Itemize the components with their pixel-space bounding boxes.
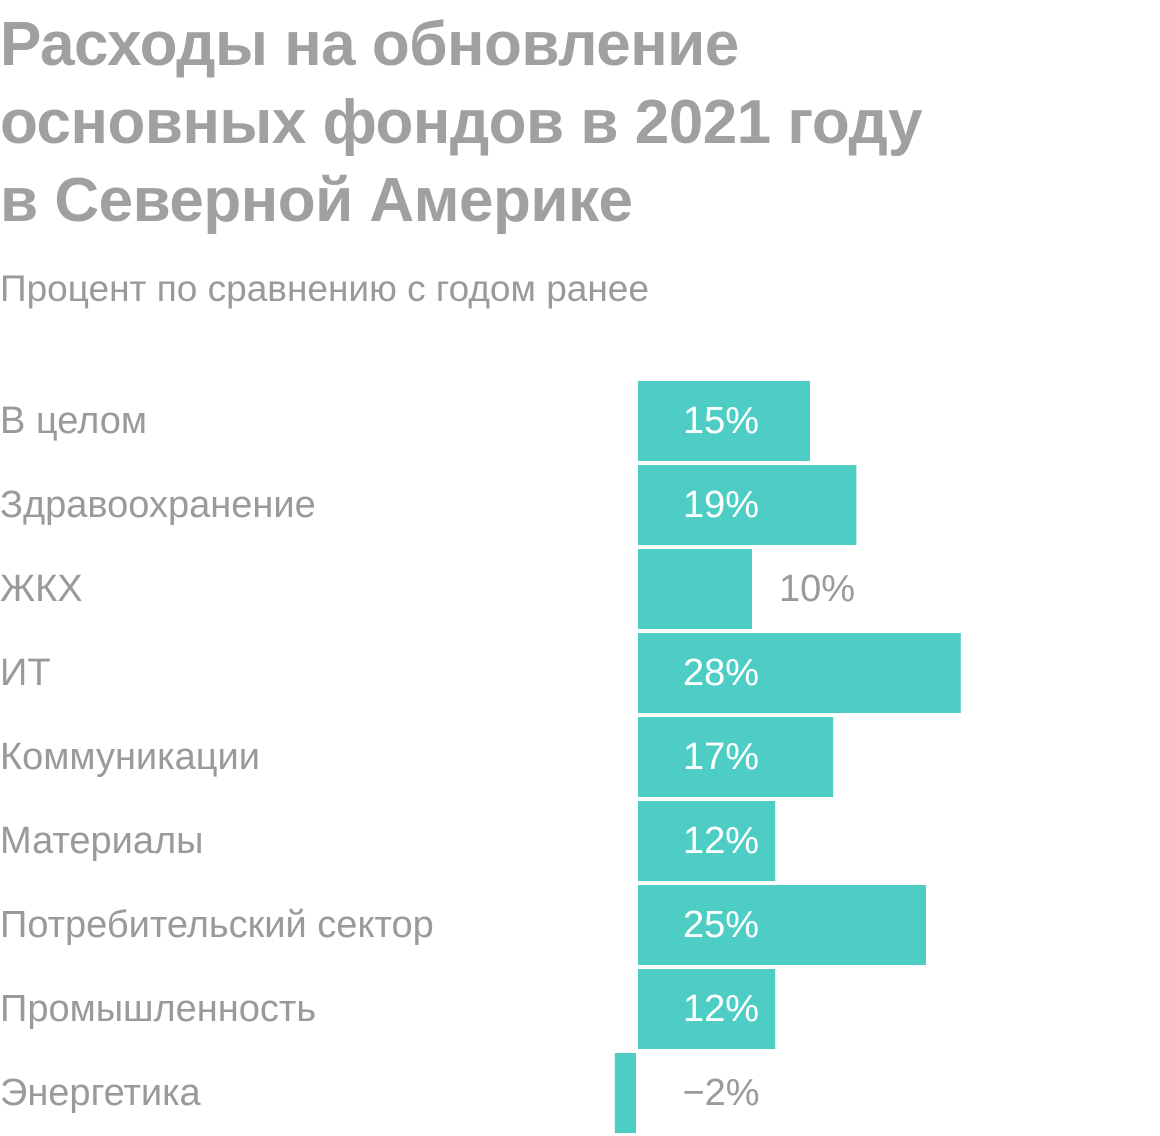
bar — [636, 463, 859, 547]
category-label: Коммуникации — [0, 736, 260, 778]
category-label: ИТ — [0, 652, 51, 694]
chart-title-line: Расходы на обновление — [0, 10, 739, 79]
chart-title: Расходы на обновление основных фондов в … — [0, 6, 1150, 240]
bar — [636, 883, 928, 967]
chart-title-line: в Северной Америке — [0, 166, 633, 235]
bar — [636, 967, 778, 1051]
data-label: 25% — [683, 904, 759, 946]
category-label: Потребительский сектор — [0, 904, 434, 946]
data-label: 12% — [683, 820, 759, 862]
value-labels: 15% 19% 10% 28% 17% 12% 25% 12% −2% — [682, 400, 855, 1114]
data-label: −2% — [682, 1072, 759, 1114]
category-label: Материалы — [0, 820, 203, 862]
bars — [612, 379, 963, 1135]
data-label: 28% — [683, 652, 759, 694]
chart-subtitle: Процент по сравнению с годом ранее — [0, 268, 649, 309]
category-label: ЖКХ — [0, 568, 83, 610]
data-label: 17% — [683, 736, 759, 778]
bar — [636, 379, 812, 463]
category-label: В целом — [0, 400, 147, 442]
chart-title-line: основных фондов в 2021 году — [0, 88, 923, 157]
bar — [636, 631, 963, 715]
bar — [636, 547, 754, 631]
bar — [636, 799, 778, 883]
data-label: 10% — [779, 568, 855, 610]
bar-chart: В целом Здравоохранение ЖКХ ИТ Коммуникации М… — [0, 379, 963, 1135]
bar — [636, 715, 836, 799]
category-labels: В целом Здравоохранение ЖКХ ИТ Коммуникации М… — [0, 400, 434, 1114]
category-label: Энергетика — [0, 1072, 202, 1114]
category-label: Промышленность — [0, 988, 316, 1030]
bar — [612, 1051, 638, 1135]
data-label: 12% — [683, 988, 759, 1030]
data-label: 15% — [683, 400, 759, 442]
data-label: 19% — [683, 484, 759, 526]
category-label: Здравоохранение — [0, 484, 316, 526]
